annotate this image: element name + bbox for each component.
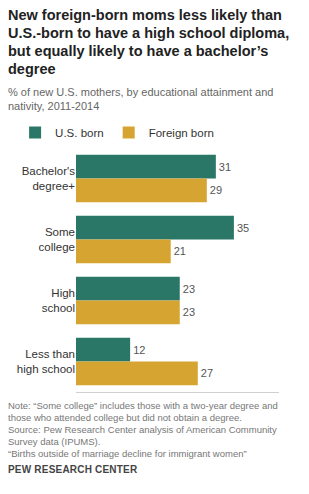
html-text:% of new U.S. mothers, by educ: % of new U.S. mothers, by educational at… (8, 86, 274, 112)
svg-text:Bachelor'sdegree+: Bachelor'sdegree+ (22, 165, 76, 192)
svg-text:U.S. born: U.S. born (55, 127, 104, 139)
html-text:Source: Pew Research Center an: Source: Pew Research Center analysis of … (8, 424, 277, 447)
html-text:“Births outside of marriage de: “Births outside of marriage decline for … (8, 448, 247, 459)
svg-text:Foreign born: Foreign born (149, 127, 214, 139)
html-text:New foreign-born moms less lik: New foreign-born moms less likely than U… (8, 7, 290, 77)
html-text:Note: “Some college” includes: Note: “Some college” includes those with… (8, 400, 278, 423)
svg-text:Somecollege: Somecollege (39, 226, 75, 253)
svg-text:27: 27 (201, 367, 213, 379)
svg-text:12: 12 (133, 344, 145, 356)
svg-text:21: 21 (174, 245, 186, 257)
svg-text:Less thanhigh school: Less thanhigh school (17, 348, 75, 375)
svg-text:31: 31 (219, 161, 231, 173)
svg-text:23: 23 (183, 306, 195, 318)
svg-text:29: 29 (210, 184, 222, 196)
svg-text:35: 35 (237, 222, 249, 234)
svg-text:23: 23 (183, 283, 195, 295)
html-text:PEW RESEARCH CENTER: PEW RESEARCH CENTER (8, 464, 138, 475)
svg-text:Highschool: Highschool (42, 287, 75, 314)
